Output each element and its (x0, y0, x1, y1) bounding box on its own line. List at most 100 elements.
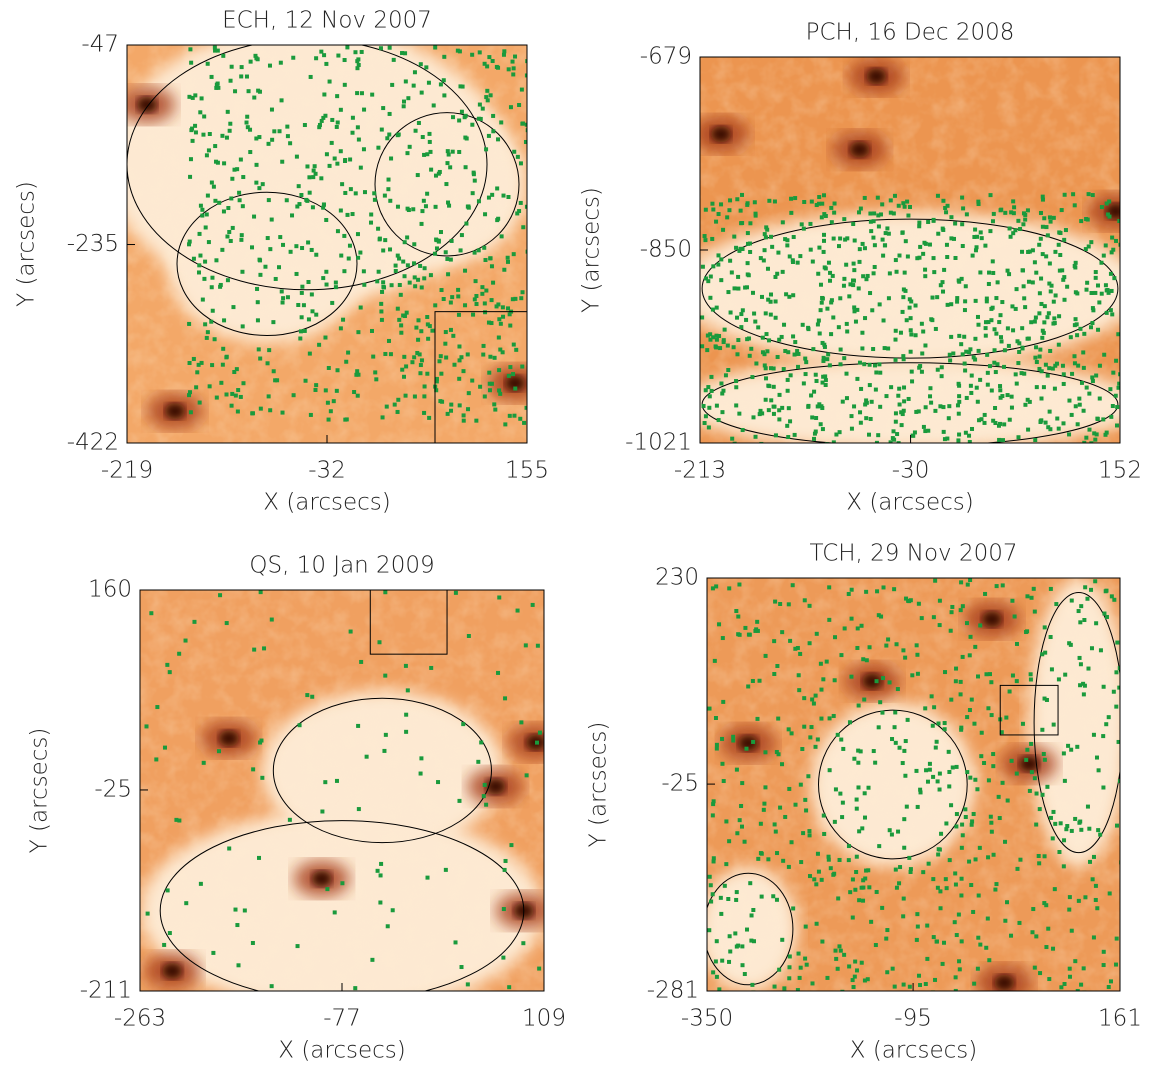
green-pixel (722, 779, 726, 783)
green-pixel (454, 591, 458, 595)
green-pixel (905, 805, 909, 809)
green-pixel (245, 75, 249, 79)
green-pixel (736, 275, 740, 279)
green-pixel (378, 237, 382, 241)
green-pixel (471, 191, 475, 195)
green-pixel (416, 318, 420, 322)
green-pixel (212, 185, 216, 189)
green-pixel (303, 123, 307, 127)
green-pixel (709, 275, 713, 279)
green-pixel (732, 345, 736, 349)
green-pixel (772, 405, 776, 409)
green-pixel (352, 390, 356, 394)
green-pixel (460, 233, 464, 237)
green-pixel (861, 657, 865, 661)
green-pixel (877, 725, 881, 729)
green-pixel (776, 717, 780, 721)
green-pixel (963, 807, 967, 811)
green-pixel (752, 312, 756, 316)
green-pixel (972, 722, 976, 726)
green-pixel (858, 260, 862, 264)
green-pixel (1028, 789, 1032, 793)
green-pixel (831, 274, 835, 278)
green-pixel (931, 724, 935, 728)
green-pixel (984, 672, 988, 676)
green-pixel (1077, 899, 1081, 903)
green-pixel (268, 408, 272, 412)
green-pixel (938, 623, 942, 627)
green-pixel (1052, 216, 1056, 220)
green-pixel (894, 411, 898, 415)
green-pixel (853, 239, 857, 243)
green-pixel (845, 396, 849, 400)
green-pixel (923, 268, 927, 272)
green-pixel (509, 105, 513, 109)
green-pixel (538, 731, 542, 735)
green-pixel (903, 774, 907, 778)
green-pixel (940, 365, 944, 369)
green-pixel (1110, 250, 1114, 254)
green-pixel (438, 399, 442, 403)
green-pixel (501, 956, 505, 960)
green-pixel (1006, 799, 1010, 803)
green-pixel (267, 394, 271, 398)
green-pixel (1044, 421, 1048, 425)
green-pixel (259, 407, 263, 411)
green-pixel (770, 245, 774, 249)
green-pixel (773, 275, 777, 279)
green-pixel (868, 291, 872, 295)
green-pixel (751, 740, 755, 744)
green-pixel (800, 747, 804, 751)
green-pixel (194, 385, 198, 389)
green-pixel (802, 381, 806, 385)
green-pixel (1026, 337, 1030, 341)
green-pixel (867, 885, 871, 889)
green-pixel (993, 327, 997, 331)
green-pixel (515, 211, 519, 215)
green-pixel (1046, 233, 1050, 237)
green-pixel (858, 361, 862, 365)
green-pixel (968, 578, 972, 582)
green-pixel (187, 242, 191, 246)
green-pixel (1021, 722, 1025, 726)
green-pixel (474, 279, 478, 283)
green-pixel (787, 602, 791, 606)
green-pixel (895, 270, 899, 274)
green-pixel (189, 410, 193, 414)
x-tick-label: 109 (522, 1006, 566, 1032)
green-pixel (420, 358, 424, 362)
green-pixel (521, 225, 525, 229)
green-pixel (973, 358, 977, 362)
green-pixel (772, 385, 776, 389)
green-pixel (412, 355, 416, 359)
green-pixel (896, 687, 900, 691)
green-pixel (848, 720, 852, 724)
green-pixel (771, 894, 775, 898)
green-pixel (219, 381, 223, 385)
green-pixel (974, 857, 978, 861)
green-pixel (463, 269, 467, 273)
green-pixel (948, 353, 952, 357)
green-pixel (1053, 387, 1057, 391)
green-pixel (810, 200, 814, 204)
green-pixel (463, 115, 467, 119)
green-pixel (1067, 641, 1071, 645)
green-pixel (900, 423, 904, 427)
green-pixel (752, 415, 756, 419)
green-pixel (888, 828, 892, 832)
green-pixel (531, 603, 535, 607)
green-pixel (987, 282, 991, 286)
green-pixel (1090, 375, 1094, 379)
green-pixel (464, 165, 468, 169)
green-pixel (262, 646, 266, 650)
green-pixel (875, 679, 879, 683)
green-pixel (890, 737, 894, 741)
green-pixel (1009, 210, 1013, 214)
green-pixel (519, 720, 523, 724)
green-pixel (965, 715, 969, 719)
green-pixel (401, 313, 405, 317)
green-pixel (483, 301, 487, 305)
green-pixel (343, 58, 347, 62)
green-pixel (392, 58, 396, 62)
green-pixel (917, 256, 921, 260)
